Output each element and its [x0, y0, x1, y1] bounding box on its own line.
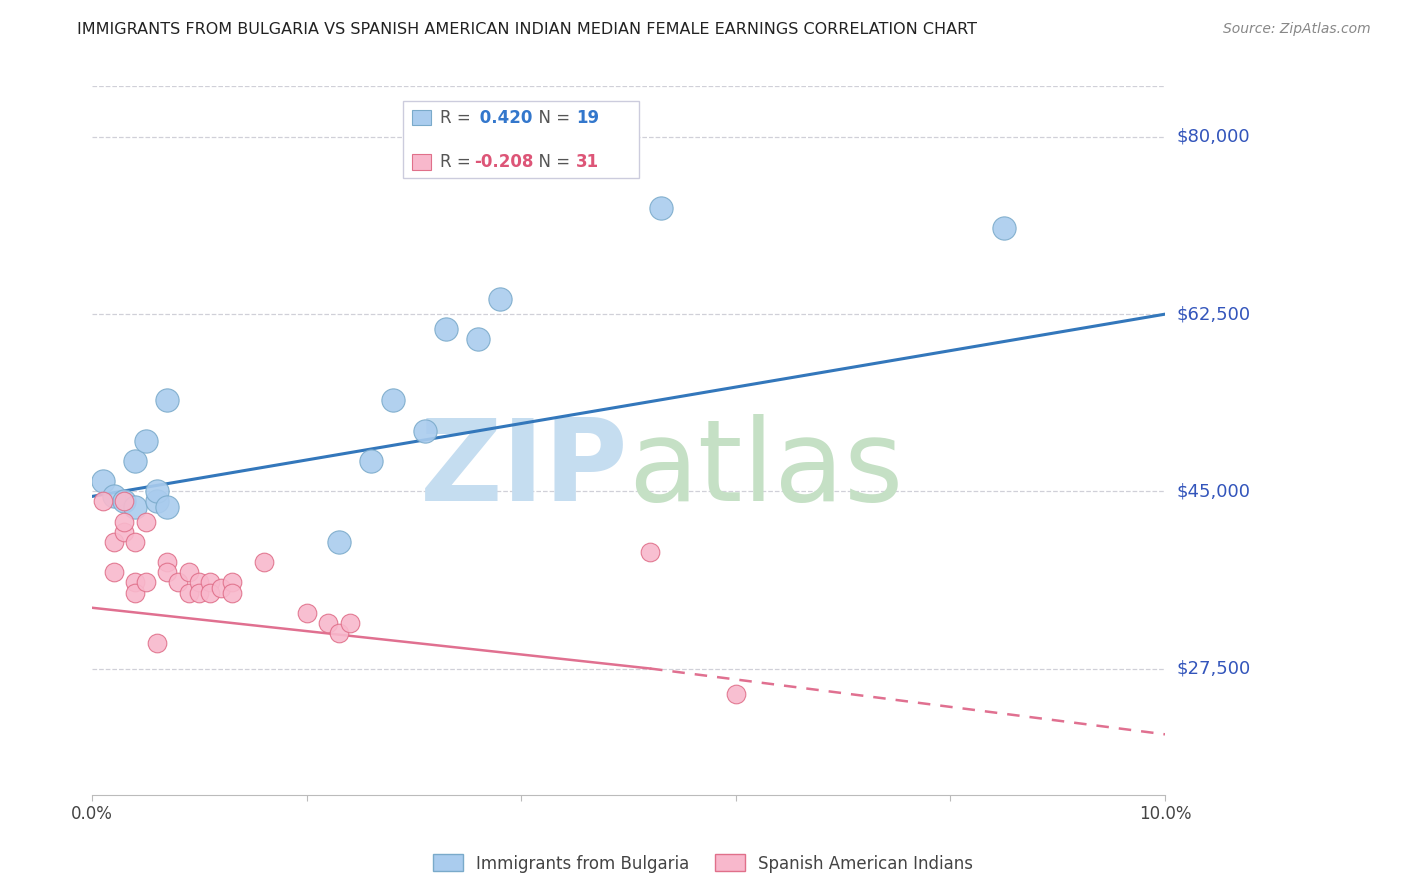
Point: [124, 575, 146, 590]
Point: [316, 615, 339, 630]
Text: atlas: atlas: [628, 414, 904, 524]
Point: [103, 489, 125, 503]
Point: [103, 535, 125, 549]
Point: [145, 636, 167, 650]
Point: [221, 585, 243, 599]
Text: IMMIGRANTS FROM BULGARIA VS SPANISH AMERICAN INDIAN MEDIAN FEMALE EARNINGS CORRE: IMMIGRANTS FROM BULGARIA VS SPANISH AMER…: [77, 22, 977, 37]
Point: [124, 535, 146, 549]
Point: [135, 515, 157, 529]
Point: [124, 500, 146, 514]
Point: [103, 566, 125, 580]
Point: [413, 424, 436, 438]
Point: [638, 545, 661, 559]
Point: [328, 626, 350, 640]
Point: [156, 393, 179, 408]
Point: [253, 555, 276, 569]
FancyBboxPatch shape: [404, 101, 640, 178]
Point: [724, 687, 747, 701]
Text: $80,000: $80,000: [1177, 128, 1250, 146]
Point: [328, 535, 350, 549]
Point: [188, 585, 211, 599]
Point: [295, 606, 318, 620]
Text: Source: ZipAtlas.com: Source: ZipAtlas.com: [1223, 22, 1371, 37]
Text: 0.420: 0.420: [474, 109, 533, 127]
Point: [156, 500, 179, 514]
Text: 19: 19: [576, 109, 599, 127]
Point: [112, 494, 135, 508]
FancyBboxPatch shape: [412, 110, 432, 126]
FancyBboxPatch shape: [412, 154, 432, 170]
Text: -0.208: -0.208: [474, 153, 533, 171]
Point: [112, 524, 135, 539]
Legend: Immigrants from Bulgaria, Spanish American Indians: Immigrants from Bulgaria, Spanish Americ…: [426, 847, 980, 880]
Point: [209, 581, 232, 595]
Point: [135, 575, 157, 590]
Text: N =: N =: [527, 153, 575, 171]
Point: [339, 615, 361, 630]
Point: [124, 454, 146, 468]
Point: [112, 494, 135, 508]
Point: [467, 333, 489, 347]
Text: R =: R =: [440, 153, 475, 171]
Text: R =: R =: [440, 109, 475, 127]
Point: [112, 515, 135, 529]
Point: [434, 322, 457, 336]
Text: $62,500: $62,500: [1177, 305, 1250, 323]
Text: N =: N =: [527, 109, 575, 127]
Point: [489, 292, 512, 306]
Text: $45,000: $45,000: [1177, 483, 1250, 500]
Text: ZIP: ZIP: [420, 414, 628, 524]
Point: [156, 566, 179, 580]
Point: [124, 585, 146, 599]
Text: $27,500: $27,500: [1177, 659, 1250, 678]
Point: [177, 566, 200, 580]
Point: [91, 474, 114, 488]
Point: [381, 393, 404, 408]
Point: [91, 494, 114, 508]
Point: [156, 555, 179, 569]
Point: [145, 494, 167, 508]
Point: [198, 585, 221, 599]
Point: [221, 575, 243, 590]
Point: [360, 454, 382, 468]
Point: [993, 221, 1015, 235]
Point: [167, 575, 190, 590]
Point: [198, 575, 221, 590]
Point: [177, 585, 200, 599]
Point: [650, 201, 672, 215]
Point: [135, 434, 157, 448]
Text: 31: 31: [576, 153, 599, 171]
Point: [188, 575, 211, 590]
Point: [145, 484, 167, 499]
